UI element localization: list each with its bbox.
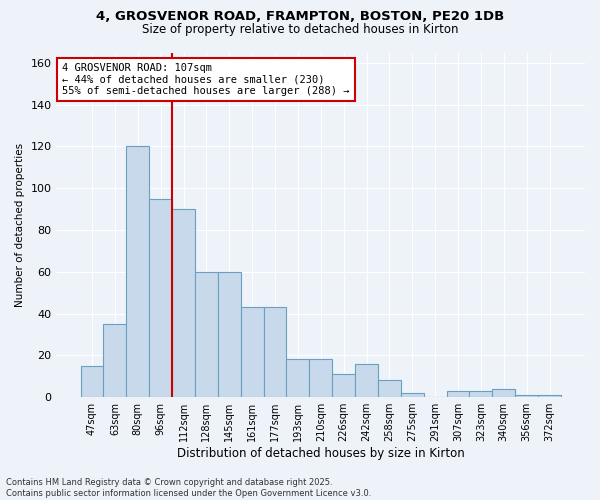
X-axis label: Distribution of detached houses by size in Kirton: Distribution of detached houses by size … [177,447,464,460]
Bar [241,308,263,397]
Bar [378,380,401,397]
Bar [149,198,172,397]
Bar [538,395,561,397]
Bar [515,395,538,397]
Text: 4 GROSVENOR ROAD: 107sqm
← 44% of detached houses are smaller (230)
55% of semi-: 4 GROSVENOR ROAD: 107sqm ← 44% of detach… [62,63,349,96]
Text: Size of property relative to detached houses in Kirton: Size of property relative to detached ho… [142,22,458,36]
Bar [263,308,286,397]
Bar [103,324,127,397]
Bar [172,209,195,397]
Bar [355,364,378,397]
Y-axis label: Number of detached properties: Number of detached properties [15,142,25,307]
Text: Contains HM Land Registry data © Crown copyright and database right 2025.
Contai: Contains HM Land Registry data © Crown c… [6,478,371,498]
Bar [127,146,149,397]
Text: 4, GROSVENOR ROAD, FRAMPTON, BOSTON, PE20 1DB: 4, GROSVENOR ROAD, FRAMPTON, BOSTON, PE2… [96,10,504,23]
Bar [401,393,424,397]
Bar [195,272,218,397]
Bar [493,388,515,397]
Bar [469,391,493,397]
Bar [80,366,103,397]
Bar [286,360,310,397]
Bar [332,374,355,397]
Bar [218,272,241,397]
Bar [446,391,469,397]
Bar [310,360,332,397]
